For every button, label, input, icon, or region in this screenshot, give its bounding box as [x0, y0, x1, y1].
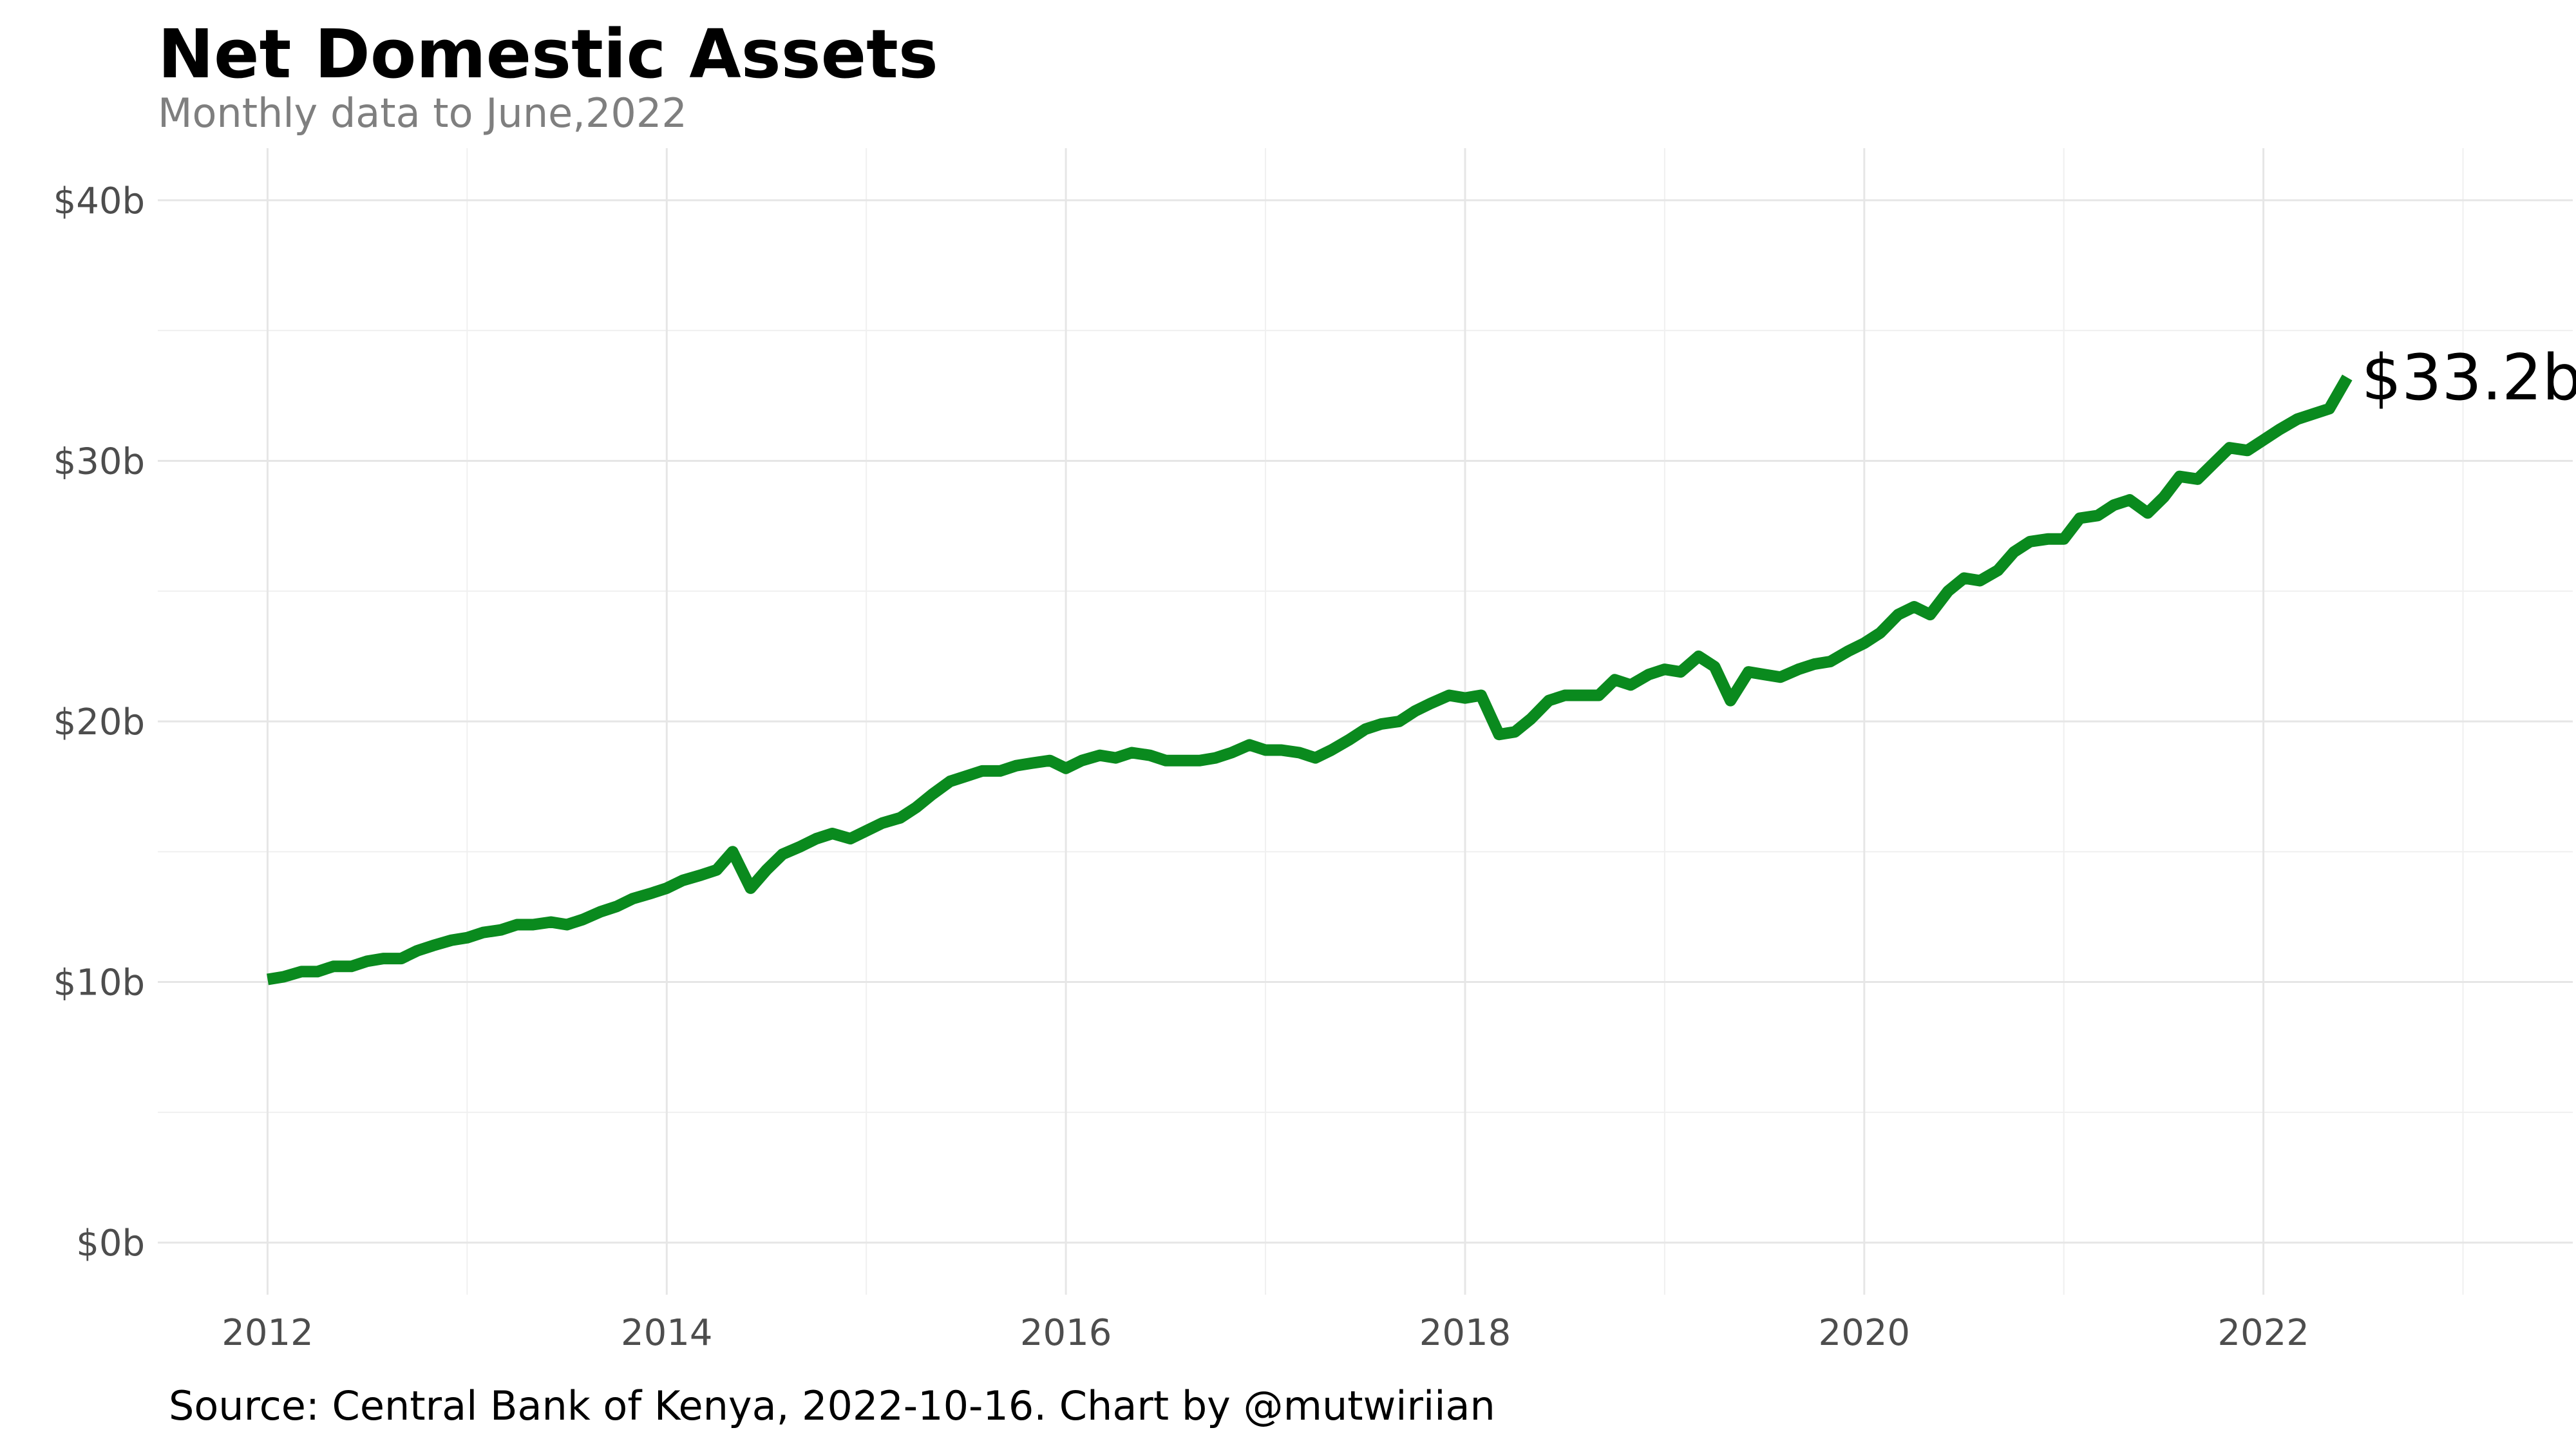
x-tick-label: 2018	[1419, 1312, 1511, 1354]
x-tick-label: 2016	[1020, 1312, 1112, 1354]
x-tick-label: 2020	[1819, 1312, 1911, 1354]
net-domestic-assets-line	[267, 374, 2353, 986]
x-tick-label: 2014	[621, 1312, 713, 1354]
x-tick-label: 2022	[2217, 1312, 2309, 1354]
grid-lines	[158, 148, 2573, 1295]
x-axis-ticks: 2012 2014 2016 2018 2020 2022	[222, 1312, 2309, 1354]
chart-caption: Source: Central Bank of Kenya, 2022-10-1…	[169, 1382, 1495, 1429]
y-tick-label: $40b	[53, 180, 145, 222]
x-tick-label: 2012	[222, 1312, 314, 1354]
y-axis-ticks: $0b $10b $20b $30b $40b	[53, 180, 145, 1264]
y-tick-label: $0b	[76, 1223, 145, 1264]
chart-title: Net Domestic Assets	[158, 15, 938, 93]
chart-subtitle: Monthly data to June,2022	[158, 90, 687, 137]
y-tick-label: $10b	[53, 962, 145, 1004]
end-value-label: $33.2b	[2362, 341, 2576, 415]
y-tick-label: $30b	[53, 441, 145, 482]
y-tick-label: $20b	[53, 701, 145, 743]
